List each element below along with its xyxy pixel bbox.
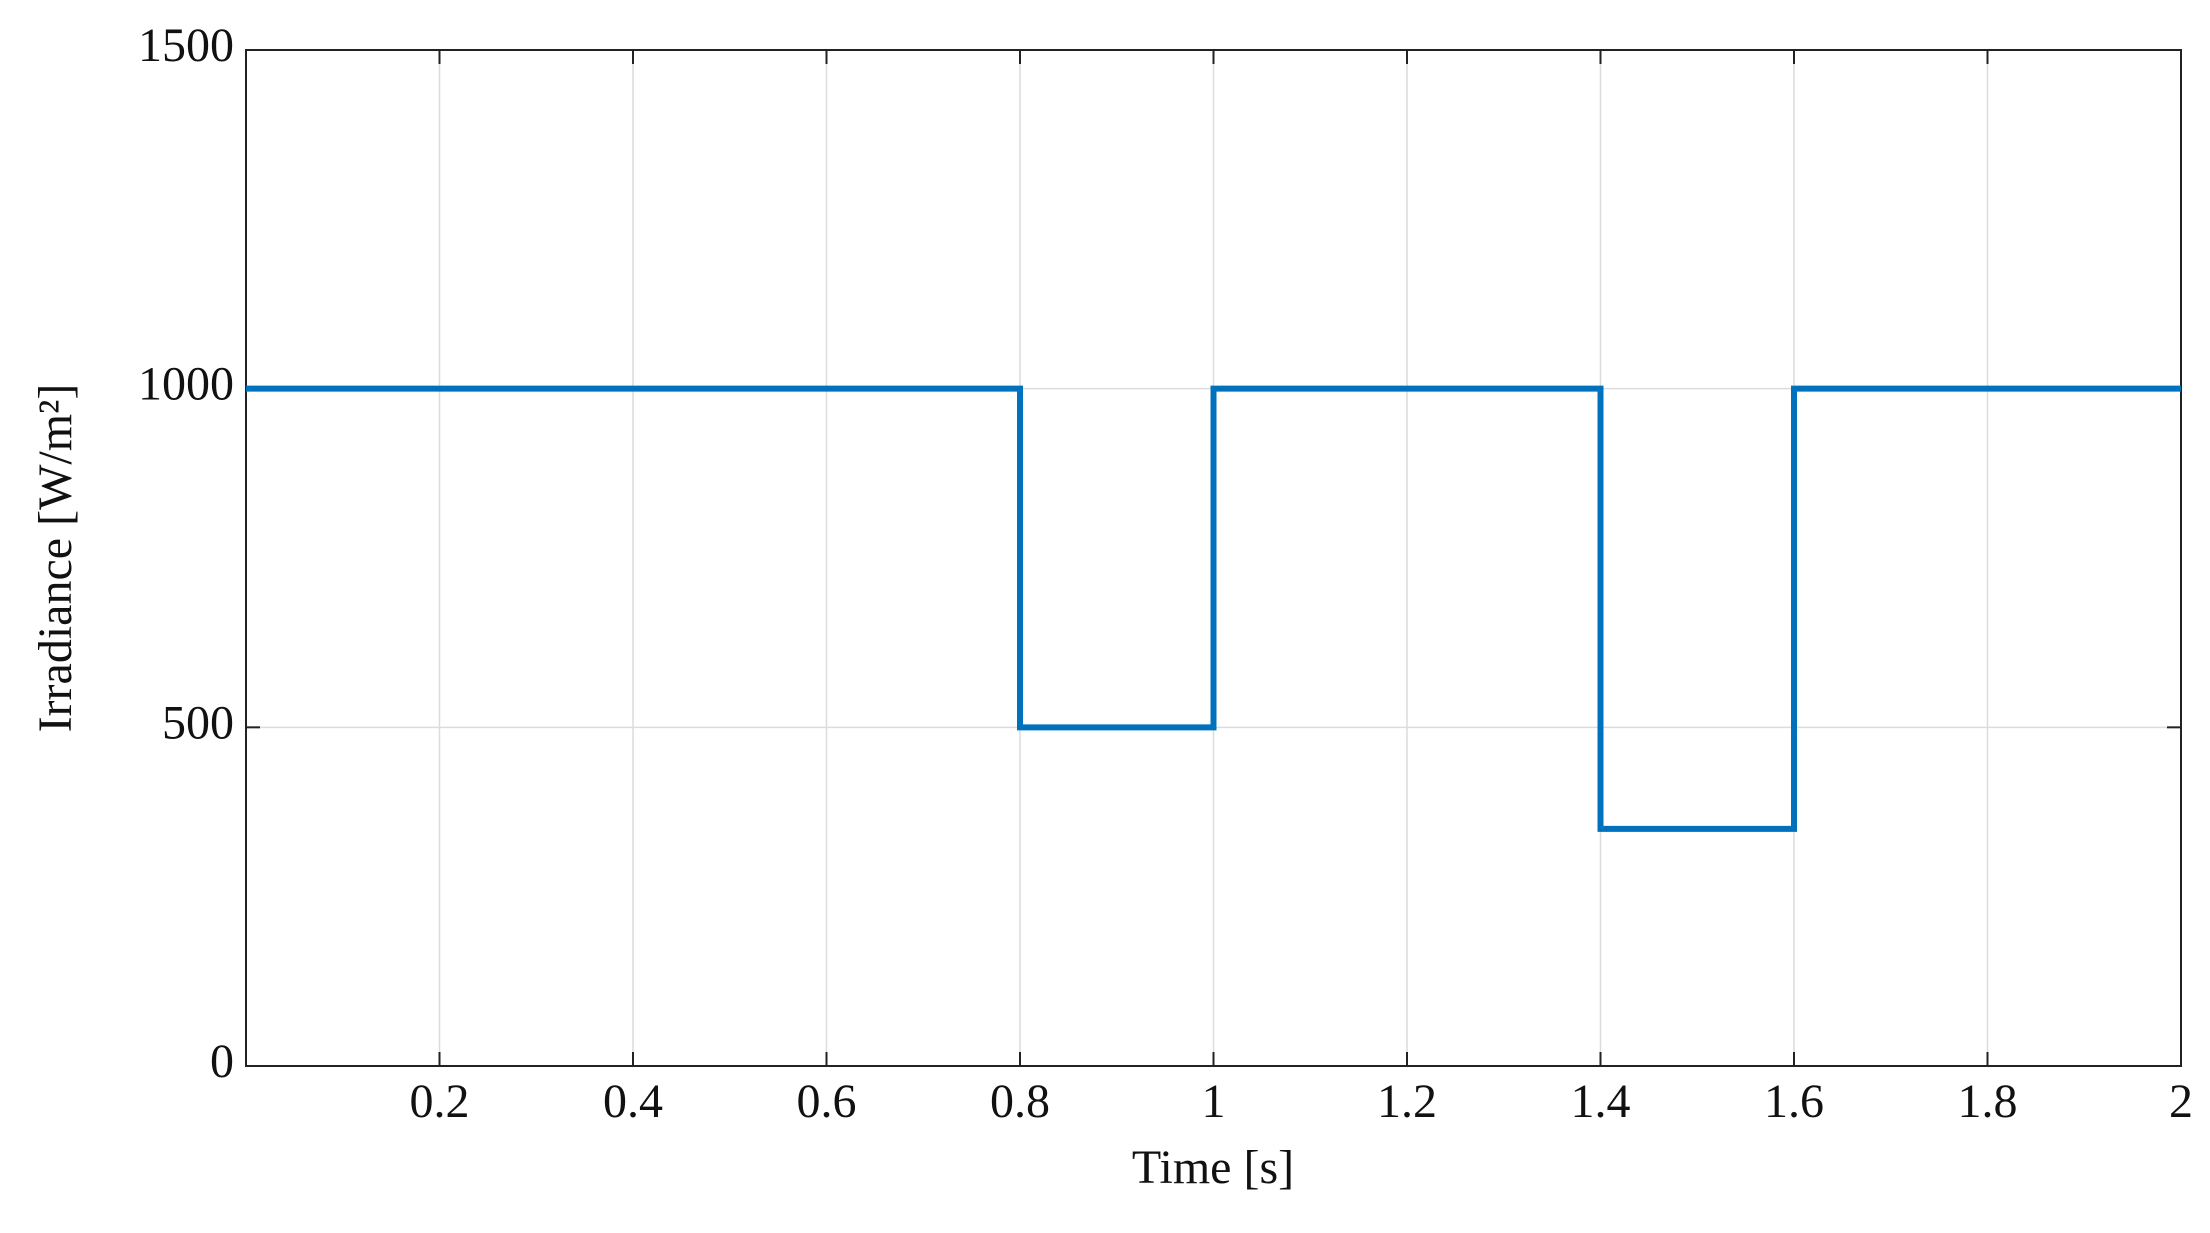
y-tick-label: 500	[162, 696, 234, 749]
x-tick-label: 1.2	[1377, 1075, 1437, 1128]
x-axis-label: Time [s]	[1132, 1141, 1294, 1194]
axes-box	[245, 49, 2182, 1067]
x-tick-label: 0.4	[603, 1075, 663, 1128]
y-tick-label: 1000	[138, 358, 234, 411]
x-tick-label: 0.2	[410, 1075, 470, 1128]
y-tick-label: 1500	[138, 19, 234, 72]
x-tick-label: 0.6	[797, 1075, 857, 1128]
y-tick-label: 0	[210, 1035, 234, 1088]
x-tick-label: 1	[1202, 1075, 1226, 1128]
x-tick-label: 1.6	[1764, 1075, 1824, 1128]
x-tick-label: 0.8	[990, 1075, 1050, 1128]
x-tick-label: 2	[2169, 1075, 2193, 1128]
x-tick-label: 1.8	[1958, 1075, 2018, 1128]
y-axis-label: Irradiance [W/m²]	[29, 384, 82, 733]
x-tick-label: 1.4	[1571, 1075, 1631, 1128]
data-line	[246, 385, 2181, 832]
